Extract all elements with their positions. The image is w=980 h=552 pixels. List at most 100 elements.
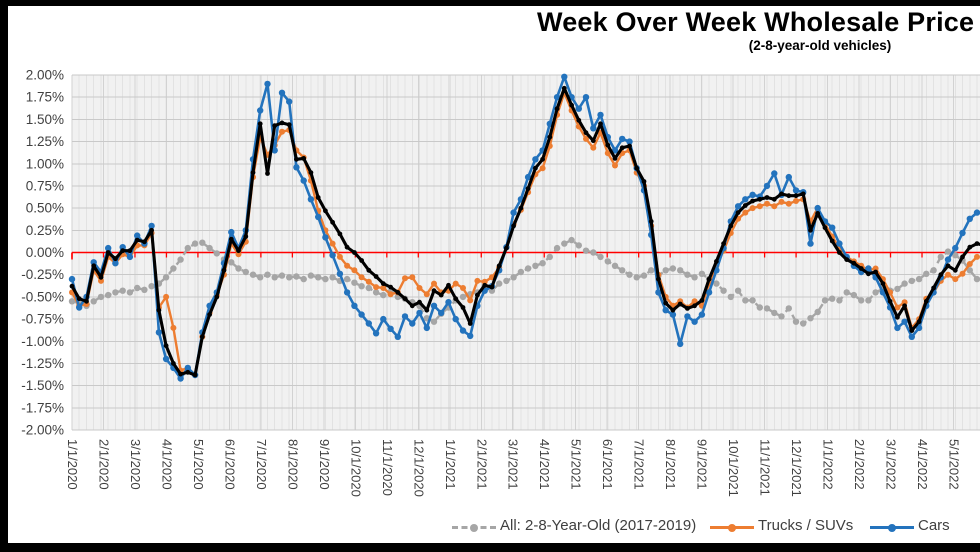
series-point-all-black bbox=[395, 290, 401, 295]
series-point-all-2-8-year-old-2017-2019 bbox=[858, 297, 865, 304]
series-point-trucks-suvs bbox=[474, 277, 481, 284]
series-point-cars bbox=[126, 253, 134, 261]
series-point-all-2-8-year-old-2017-2019 bbox=[662, 267, 669, 274]
series-point-trucks-suvs bbox=[373, 284, 380, 291]
series-point-all-black bbox=[554, 106, 560, 112]
series-point-all-black bbox=[641, 179, 647, 184]
series-point-all-black bbox=[496, 263, 502, 269]
series-point-all-2-8-year-old-2017-2019 bbox=[524, 265, 532, 272]
x-tick-label: 5/1/2022 bbox=[946, 439, 961, 490]
series-point-all-2-8-year-old-2017-2019 bbox=[894, 285, 901, 293]
series-point-all-black bbox=[199, 334, 205, 340]
series-point-all-black bbox=[569, 102, 574, 108]
series-point-all-black bbox=[134, 237, 140, 243]
y-tick-label: 1.50% bbox=[26, 112, 64, 127]
series-point-all-black bbox=[677, 301, 683, 307]
series-point-all-black bbox=[735, 210, 741, 216]
series-point-all-2-8-year-old-2017-2019 bbox=[814, 308, 821, 316]
series-point-all-black bbox=[858, 266, 864, 271]
series-point-all-2-8-year-old-2017-2019 bbox=[966, 267, 973, 274]
series-point-all-black bbox=[895, 314, 900, 320]
series-point-all-black bbox=[207, 312, 213, 317]
series-point-all-black bbox=[873, 269, 878, 275]
series-point-all-black bbox=[837, 250, 842, 255]
series-point-all-black bbox=[185, 369, 191, 375]
x-tick-label: 11/1/2020 bbox=[380, 439, 395, 496]
series-point-cars bbox=[257, 107, 264, 114]
series-point-all-black bbox=[84, 298, 89, 304]
series-point-trucks-suvs bbox=[387, 291, 394, 298]
series-point-all-black bbox=[301, 156, 307, 161]
y-tick-label: 1.25% bbox=[26, 134, 64, 149]
series-point-all-2-8-year-old-2017-2019 bbox=[257, 274, 264, 281]
series-point-cars bbox=[901, 318, 908, 325]
series-point-cars bbox=[611, 147, 619, 154]
series-point-all-2-8-year-old-2017-2019 bbox=[619, 267, 626, 274]
series-point-all-black bbox=[663, 300, 669, 306]
legend-label-trucks-suvs: Trucks / SUVs bbox=[758, 517, 854, 534]
series-point-all-2-8-year-old-2017-2019 bbox=[821, 297, 829, 304]
series-point-cars bbox=[590, 125, 597, 132]
series-point-cars bbox=[959, 229, 966, 237]
series-point-all-2-8-year-old-2017-2019 bbox=[677, 267, 684, 274]
series-point-all-2-8-year-old-2017-2019 bbox=[669, 265, 677, 272]
series-point-all-2-8-year-old-2017-2019 bbox=[582, 247, 590, 254]
series-point-cars bbox=[430, 302, 438, 309]
series-point-all-black bbox=[590, 138, 596, 144]
series-point-all-black bbox=[757, 196, 763, 202]
series-point-all-black bbox=[265, 171, 270, 176]
series-point-all-2-8-year-old-2017-2019 bbox=[640, 272, 648, 279]
series-point-all-2-8-year-old-2017-2019 bbox=[532, 262, 539, 269]
y-tick-label: -0.25% bbox=[21, 267, 64, 282]
series-point-all-2-8-year-old-2017-2019 bbox=[553, 244, 561, 252]
series-point-cars bbox=[155, 329, 163, 336]
chart-canvas: 2.00% 1.75% 1.50% 1.25% 1.00% 0.75% 0.50% 0.25%… bbox=[21, 68, 980, 497]
series-point-all-2-8-year-old-2017-2019 bbox=[358, 283, 365, 290]
series-point-all-black bbox=[627, 143, 632, 149]
series-point-all-2-8-year-old-2017-2019 bbox=[872, 289, 879, 296]
legend-item-trucks-suvs: Trucks / SUVs bbox=[710, 514, 860, 542]
series-point-all-black bbox=[243, 234, 249, 239]
series-point-all-black bbox=[373, 274, 379, 279]
series-point-trucks-suvs bbox=[974, 253, 980, 260]
series-point-all-2-8-year-old-2017-2019 bbox=[923, 270, 930, 277]
series-point-trucks-suvs bbox=[481, 278, 488, 285]
series-point-cars bbox=[894, 324, 901, 332]
series-point-trucks-suvs bbox=[163, 293, 170, 300]
series-point-all-2-8-year-old-2017-2019 bbox=[126, 289, 134, 296]
series-point-trucks-suvs bbox=[756, 203, 763, 210]
series-point-trucks-suvs bbox=[749, 205, 756, 212]
series-point-cars bbox=[162, 355, 170, 363]
series-point-cars bbox=[322, 234, 329, 241]
y-tick-label: -2.00% bbox=[21, 423, 64, 438]
series-point-all-black bbox=[750, 198, 755, 204]
y-tick-label: 0.25% bbox=[26, 223, 64, 238]
series-point-cars bbox=[380, 315, 387, 323]
series-point-all-2-8-year-old-2017-2019 bbox=[343, 275, 351, 283]
series-point-trucks-suvs bbox=[351, 267, 358, 274]
series-point-all-2-8-year-old-2017-2019 bbox=[568, 236, 575, 244]
series-point-cars bbox=[582, 94, 590, 101]
series-point-all-2-8-year-old-2017-2019 bbox=[626, 271, 633, 278]
series-point-all-2-8-year-old-2017-2019 bbox=[170, 265, 177, 272]
series-point-trucks-suvs bbox=[959, 270, 966, 277]
series-point-cars bbox=[307, 196, 315, 203]
y-tick-label: 1.00% bbox=[26, 156, 64, 171]
series-point-cars bbox=[365, 320, 372, 327]
series-point-trucks-suvs bbox=[336, 253, 343, 260]
x-tick-label: 10/1/2021 bbox=[726, 439, 741, 497]
series-point-all-black bbox=[142, 239, 147, 245]
series-point-all-black bbox=[714, 259, 719, 264]
legend-item-cars: Cars bbox=[870, 514, 980, 542]
series-point-all-black bbox=[402, 296, 408, 302]
series-point-cars bbox=[944, 256, 952, 263]
series-point-all-2-8-year-old-2017-2019 bbox=[915, 275, 923, 283]
series-point-trucks-suvs bbox=[764, 200, 770, 207]
series-point-all-2-8-year-old-2017-2019 bbox=[590, 249, 597, 256]
series-point-all-black bbox=[359, 258, 364, 263]
series-point-all-black bbox=[822, 225, 828, 231]
series-point-all-black bbox=[518, 205, 524, 211]
x-tick-label: 4/1/2020 bbox=[159, 439, 174, 490]
x-tick-label: 2/1/2021 bbox=[474, 439, 489, 490]
series-point-all-black bbox=[380, 281, 386, 286]
